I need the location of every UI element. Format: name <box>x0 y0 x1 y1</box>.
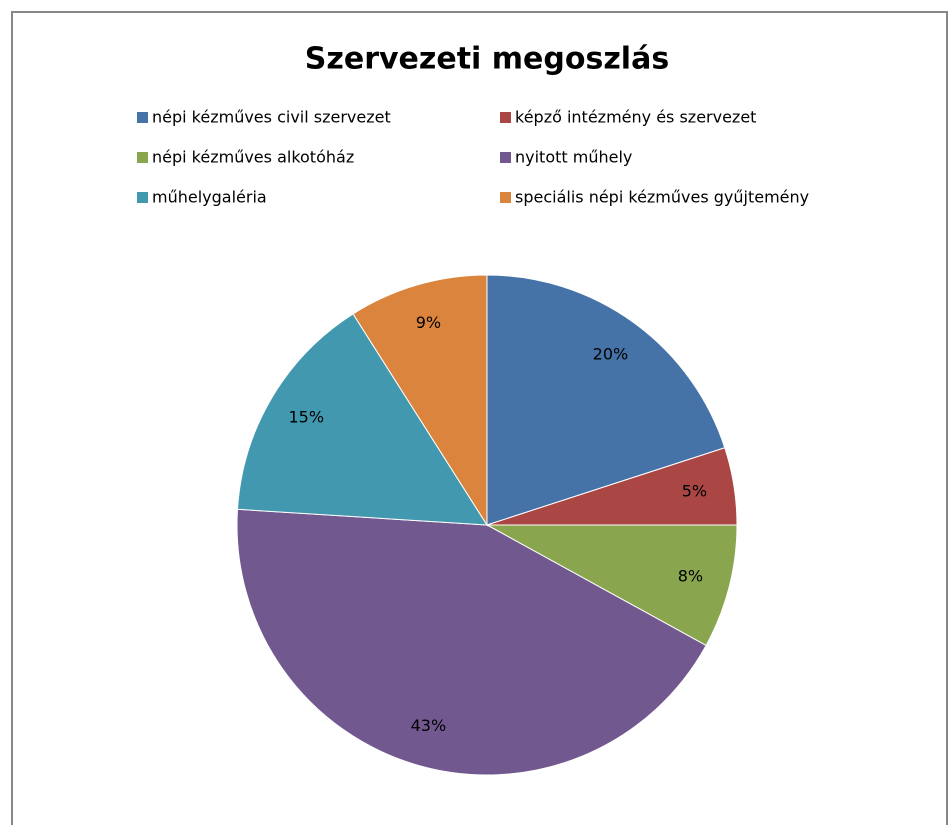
pie-slice <box>486 274 726 526</box>
pie-slice <box>236 313 488 526</box>
legend-label: népi kézműves alkotóház <box>152 148 354 167</box>
legend-label: nyitott műhely <box>515 148 632 167</box>
data-label: 43% <box>411 716 447 735</box>
legend-label: képző intézmény és szervezet <box>515 108 756 127</box>
pie-slice <box>352 274 488 527</box>
legend-label: speciális népi kézműves gyűjtemény <box>515 188 809 207</box>
pie-slice <box>236 508 707 776</box>
legend-swatch <box>137 152 148 163</box>
legend-swatch <box>500 112 511 123</box>
chart-title: Szervezeti megoszlás <box>305 42 669 77</box>
pie-slice <box>486 524 738 647</box>
legend-label: népi kézműves civil szervezet <box>152 108 391 127</box>
legend-swatch <box>137 112 148 123</box>
legend-label: műhelygaléria <box>152 188 267 207</box>
legend-swatch <box>137 192 148 203</box>
legend-swatch <box>500 192 511 203</box>
data-label: 20% <box>593 345 629 364</box>
data-label: 5% <box>682 482 707 501</box>
data-label: 15% <box>288 408 324 427</box>
chart-frame <box>11 11 948 825</box>
data-label: 9% <box>416 313 441 332</box>
data-label: 8% <box>678 567 703 586</box>
legend-swatch <box>500 152 511 163</box>
